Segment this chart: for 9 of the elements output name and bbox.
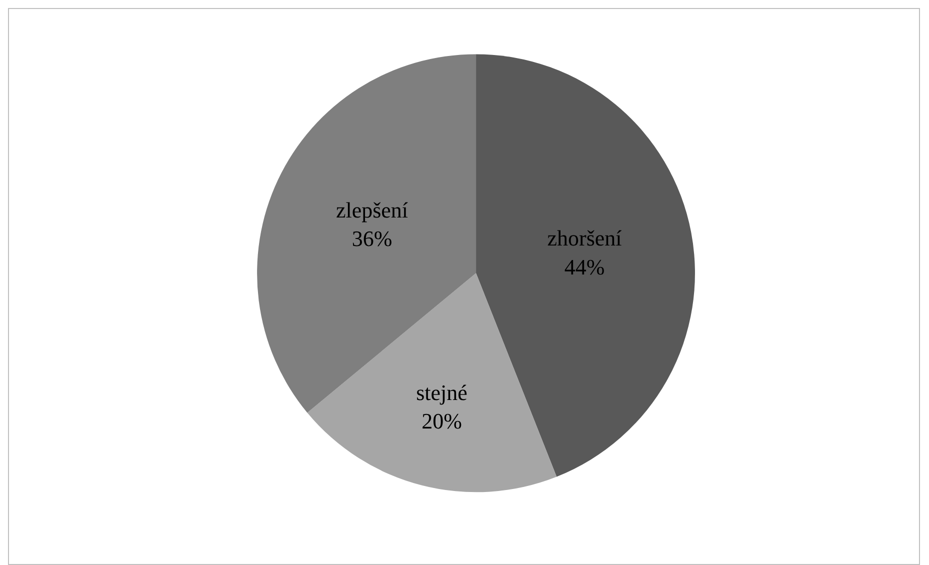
slice-label: zlepšení — [336, 197, 408, 222]
data-label: 44% — [564, 254, 605, 280]
pie-slice — [257, 54, 476, 413]
data-label: 36% — [352, 226, 392, 252]
pie-slice — [307, 273, 557, 492]
slice-label: zhoršení — [547, 226, 622, 251]
data-label: 20% — [422, 408, 462, 434]
slice-label: stejné — [416, 380, 468, 405]
pie-slice — [476, 54, 695, 477]
